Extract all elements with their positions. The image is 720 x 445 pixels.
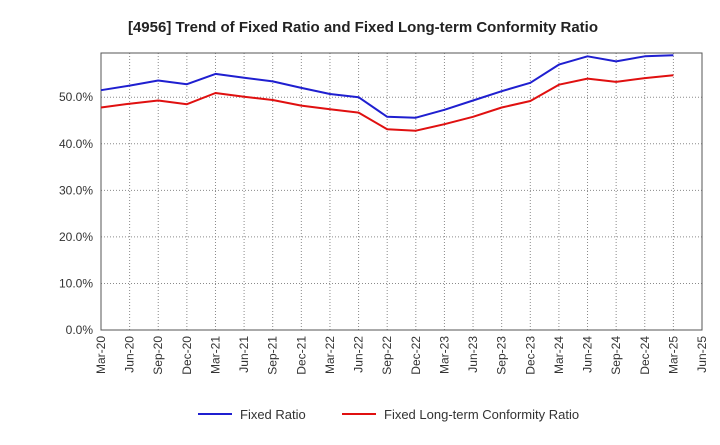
x-tick-label: Dec-21 (294, 336, 308, 375)
legend-label: Fixed Long-term Conformity Ratio (384, 407, 579, 422)
x-tick-label: Dec-23 (523, 336, 537, 375)
plot-frame (100, 52, 703, 331)
x-tick-label: Sep-20 (151, 336, 165, 375)
x-tick-label: Jun-23 (466, 336, 480, 373)
x-tick-label: Sep-21 (266, 336, 280, 375)
legend: Fixed Ratio Fixed Long-term Conformity Ra… (198, 407, 579, 422)
x-tick-label: Sep-24 (609, 336, 623, 375)
series-line (100, 54, 674, 119)
x-tick-label: Mar-23 (437, 336, 451, 374)
series-line (100, 74, 674, 132)
y-tick-label: 40.0% (59, 137, 93, 151)
x-tick-label: Mar-21 (208, 336, 222, 374)
y-tick-label: 50.0% (59, 90, 93, 104)
x-tick-label: Jun-20 (123, 336, 137, 373)
x-tick-label: Sep-23 (495, 336, 509, 375)
y-tick-label: 20.0% (59, 230, 93, 244)
x-tick-label: Dec-22 (409, 336, 423, 375)
grid (100, 53, 703, 331)
x-tick-label: Jun-24 (581, 336, 595, 373)
x-tick-label: Jun-25 (695, 336, 709, 373)
x-tick-label: Jun-21 (237, 336, 251, 373)
legend-label: Fixed Ratio (240, 407, 306, 422)
x-tick-label: Jun-22 (352, 336, 366, 373)
x-tick-label: Mar-20 (94, 336, 108, 374)
x-tick-label: Mar-25 (666, 336, 680, 374)
series-lines (100, 54, 674, 132)
x-tick-label: Sep-22 (380, 336, 394, 375)
x-tick-label: Dec-20 (180, 336, 194, 375)
chart-title: [4956] Trend of Fixed Ratio and Fixed Lo… (128, 19, 598, 36)
x-tick-label: Mar-24 (552, 336, 566, 374)
x-tick-label: Mar-22 (323, 336, 337, 374)
axes: 0.0% 10.0% 20.0% 30.0% 40.0% 50.0% Mar-20 Jun-2… (59, 52, 709, 375)
y-tick-label: 10.0% (59, 276, 93, 290)
y-tick-label: 30.0% (59, 183, 93, 197)
x-tick-label: Dec-24 (638, 336, 652, 375)
y-tick-label: 0.0% (66, 323, 94, 337)
